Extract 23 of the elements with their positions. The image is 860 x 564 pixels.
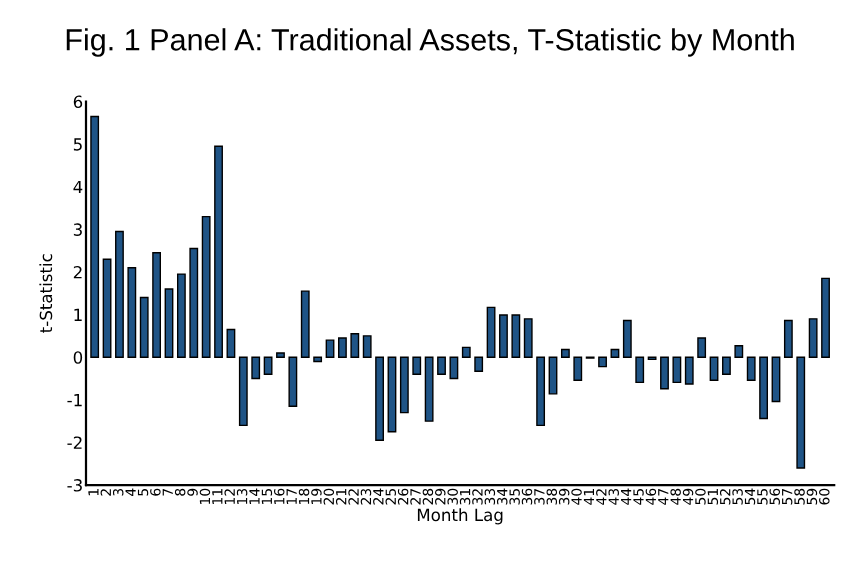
y-tick-label: 4: [73, 180, 83, 194]
bar: [548, 356, 558, 395]
bar: [709, 356, 719, 381]
bar: [486, 306, 496, 358]
x-axis-title: Month Lag: [417, 508, 503, 525]
y-axis-title: t-Statistic: [39, 254, 53, 333]
y-tick-label: 6: [73, 95, 83, 109]
bar: [102, 258, 112, 358]
y-tick-label: -3: [67, 479, 82, 492]
chart-title: Fig. 1 Panel A: Traditional Assets, T-Statistic by Month: [66, 28, 794, 57]
y-tick-label: -2: [67, 436, 82, 449]
bar: [164, 288, 174, 358]
bar: [610, 348, 620, 358]
bar: [387, 356, 397, 433]
bar: [771, 356, 781, 403]
y-tick-label: 2: [73, 265, 82, 279]
y-tick-label: 1: [74, 308, 82, 321]
bar: [226, 328, 236, 358]
y-tick-label: 0: [73, 351, 83, 364]
y-tick-label: 5: [73, 138, 82, 151]
bar: [325, 339, 335, 358]
y-tick-label: 3: [73, 223, 82, 236]
y-tick-label: -1: [67, 393, 82, 407]
